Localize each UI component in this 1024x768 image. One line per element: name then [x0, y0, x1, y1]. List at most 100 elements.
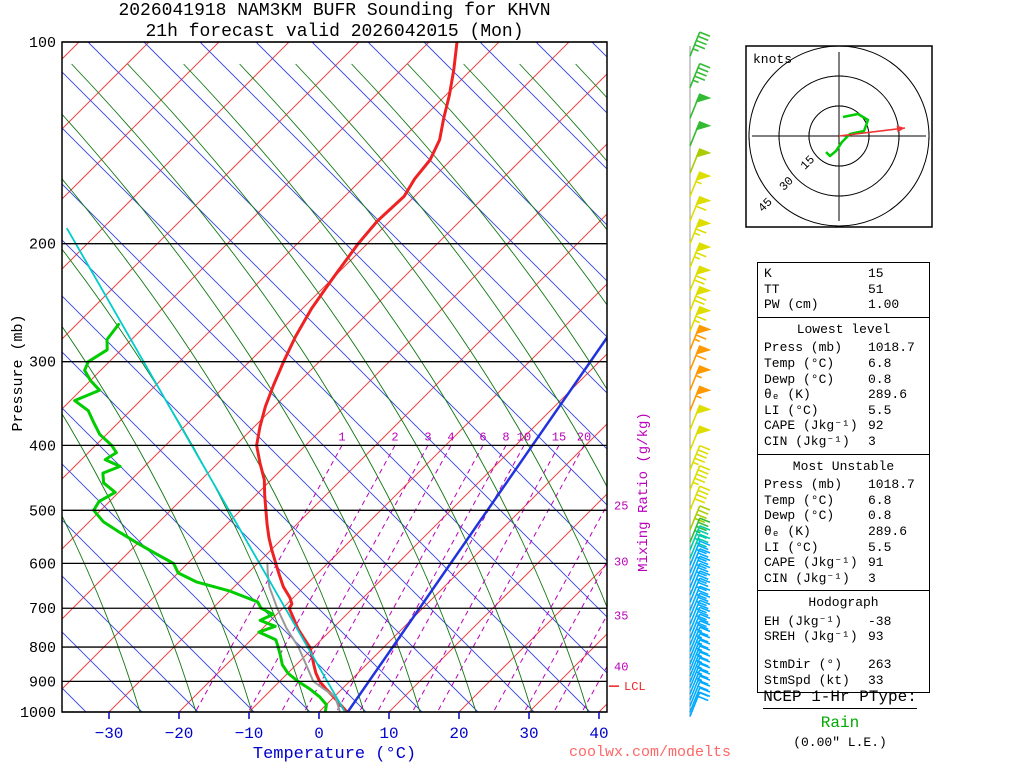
- stat-label: Dewp (°C): [764, 508, 835, 524]
- pressure-tick-label: 400: [29, 438, 56, 455]
- mixing-ratio-label: 4: [447, 430, 454, 444]
- stat-row: Temp (°C) 6.8: [764, 356, 923, 372]
- wind-barb: [689, 464, 711, 491]
- temperature-tick-label: −30: [95, 725, 124, 743]
- temperature-axis: −30 −20 −10 0 10 20 30 40: [95, 712, 609, 743]
- stat-value: 289.6: [868, 523, 908, 539]
- mixing-ratio-label: 30: [614, 556, 628, 570]
- temperature-tick-label: 30: [519, 725, 538, 743]
- mixing-ratio-label: 15: [552, 430, 566, 444]
- wind-barb: [689, 691, 711, 717]
- stat-section-title: Most Unstable: [792, 458, 895, 474]
- stat-value: 5.5: [868, 539, 892, 555]
- temperature-tick-label: 40: [589, 725, 608, 743]
- wind-barb: [689, 585, 711, 611]
- stat-row: StmDir (°) 263: [764, 657, 923, 673]
- pressure-tick-label: 200: [29, 237, 56, 254]
- stat-row: LI (°C) 5.5: [764, 540, 923, 556]
- stat-value: 33: [868, 672, 884, 688]
- pressure-axis-label: Pressure (mb): [10, 314, 27, 432]
- wind-barb: [689, 620, 711, 646]
- mixing-ratio-axis-label: Mixing Ratio (g/kg): [636, 412, 652, 572]
- wind-barb: [689, 570, 711, 596]
- wind-barb: [689, 548, 711, 574]
- stat-label: K: [764, 266, 772, 281]
- stat-row: SREH (Jkg⁻¹) 93: [764, 629, 923, 645]
- wind-barb-column: [689, 31, 712, 717]
- wind-barb: [689, 444, 711, 471]
- stat-row: CIN (Jkg⁻¹) 3: [764, 434, 923, 450]
- wind-barb: [689, 675, 711, 701]
- mixing-ratio-label: 1: [338, 430, 345, 444]
- ptype-value: Rain: [820, 714, 860, 732]
- wind-barb: [689, 540, 711, 566]
- ptype-block: NCEP 1-Hr PType: Rain (0.00" L.E.): [740, 688, 940, 750]
- mixing-ratio-label: 20: [577, 430, 591, 444]
- wind-barb: [689, 657, 711, 683]
- wind-barb: [689, 517, 711, 543]
- stat-value: 6.8: [868, 355, 892, 371]
- profiles: [66, 42, 607, 712]
- lcl-marker: LCL: [609, 680, 646, 694]
- stat-label: StmDir (°): [764, 657, 843, 673]
- stat-label: CIN (Jkg⁻¹): [764, 570, 850, 586]
- stat-row: EH (Jkg⁻¹) -38: [764, 614, 923, 630]
- pressure-tick-label: 800: [29, 640, 56, 657]
- stat-value: 263: [868, 657, 892, 673]
- wind-barb: [689, 305, 712, 332]
- mixing-ratio-label: 25: [614, 499, 628, 513]
- stats-table: K 15 TT 51 PW (cm) 1.00 Lowest level Press (mb)…: [757, 262, 930, 694]
- stat-label: Temp (°C): [764, 492, 835, 508]
- plot-border: [61, 41, 608, 713]
- pressure-tick-label: 100: [29, 35, 56, 52]
- stat-label: θₑ (K): [764, 523, 811, 539]
- wind-barb: [689, 31, 711, 57]
- stat-value: 92: [868, 418, 884, 434]
- stat-value: 289.6: [868, 387, 908, 403]
- storm-motion-arrowhead: [896, 125, 905, 133]
- ptype-liquid-equivalent: (0.00" L.E.): [793, 735, 887, 750]
- stat-row: TT 51: [764, 282, 923, 298]
- wind-barb: [689, 645, 711, 671]
- dewpoint-curve: [73, 323, 328, 712]
- stat-row: K 15: [764, 266, 923, 282]
- stat-value: 0.8: [868, 371, 892, 387]
- stat-row: θₑ (K) 289.6: [764, 387, 923, 403]
- stat-row: Dewp (°C) 0.8: [764, 508, 923, 524]
- stat-label: Temp (°C): [764, 355, 835, 371]
- stat-label: TT: [764, 281, 780, 297]
- wind-barb: [689, 485, 711, 511]
- stat-row: PW (cm) 1.00: [764, 297, 923, 313]
- wind-barb: [689, 555, 711, 581]
- temperature-curve: [255, 42, 459, 712]
- wind-barb: [689, 171, 712, 197]
- wind-barb: [689, 651, 711, 677]
- wind-barb: [689, 324, 712, 351]
- stat-value: 91: [868, 555, 884, 571]
- mixing-ratio-label: 2: [391, 430, 398, 444]
- storm-motion-vector: [838, 127, 906, 137]
- stats-section: Hodograph EH (Jkg⁻¹) -38 SREH (Jkg⁻¹) 93 StmD…: [757, 590, 930, 694]
- temperature-tick-label: −10: [235, 725, 264, 743]
- pressure-tick-label: 900: [29, 674, 56, 691]
- stat-value: 6.8: [868, 492, 892, 508]
- pressure-tick-label: 700: [29, 601, 56, 618]
- temperature-tick-label: 0: [314, 725, 324, 743]
- wind-barb: [689, 265, 712, 291]
- wind-barb: [689, 592, 711, 618]
- stat-label: CIN (Jkg⁻¹): [764, 433, 850, 449]
- stat-label: SREH (Jkg⁻¹): [764, 629, 858, 645]
- wind-barb: [689, 613, 711, 639]
- watermark-text: coolwx.com/modelts: [568, 744, 732, 761]
- stat-row: Press (mb) 1018.7: [764, 340, 923, 356]
- stat-value: 93: [868, 629, 884, 645]
- wind-barb: [689, 681, 711, 707]
- temperature-axis-label: Temperature (°C): [252, 745, 417, 764]
- temperature-tick-label: 20: [449, 725, 468, 743]
- wind-barb: [689, 195, 712, 222]
- chart-subtitle: 21h forecast valid 2026042015 (Mon): [145, 22, 524, 42]
- stat-row: Temp (°C) 6.8: [764, 493, 923, 509]
- stat-label: PW (cm): [764, 297, 819, 313]
